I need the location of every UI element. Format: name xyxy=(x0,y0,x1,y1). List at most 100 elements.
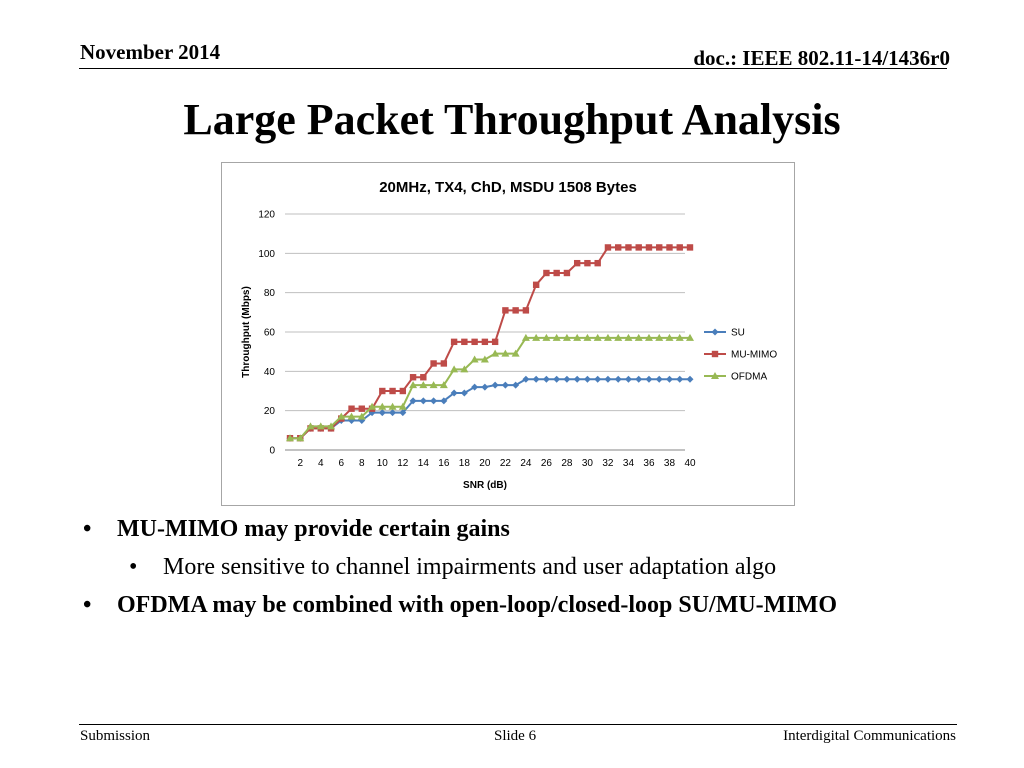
data-point-ofdma xyxy=(573,333,582,341)
data-point-mu-mimo xyxy=(399,387,407,395)
data-point-ofdma xyxy=(686,333,694,341)
y-tick-label: 80 xyxy=(264,288,276,299)
data-point-ofdma xyxy=(583,333,592,341)
y-tick-label: 20 xyxy=(264,406,276,417)
data-point-ofdma xyxy=(603,333,612,341)
data-point-mu-mimo xyxy=(461,338,468,346)
data-point-ofdma xyxy=(419,381,428,389)
data-point-su xyxy=(450,389,458,397)
data-point-su xyxy=(481,383,489,391)
data-point-su xyxy=(389,409,397,417)
x-tick-label: 38 xyxy=(664,458,676,469)
x-tick-label: 36 xyxy=(643,458,655,469)
data-point-su xyxy=(399,409,407,417)
data-point-mu-mimo xyxy=(512,307,519,314)
legend-marker-su xyxy=(711,328,719,336)
series-line-ofdma xyxy=(290,336,690,440)
data-point-ofdma xyxy=(439,381,448,389)
chart-container: 20MHz, TX4, ChD, MSDU 1508 Bytes 0 20 40 60 8… xyxy=(221,162,795,506)
series-line-mu-mimo xyxy=(290,246,690,440)
data-point-su xyxy=(553,375,561,383)
data-point-ofdma xyxy=(327,422,336,430)
data-point-ofdma xyxy=(655,333,664,341)
data-point-su xyxy=(430,397,438,405)
data-point-ofdma xyxy=(532,333,541,341)
data-point-su xyxy=(563,375,571,383)
x-tick-label: 4 xyxy=(318,458,324,469)
data-point-ofdma xyxy=(409,381,418,389)
data-point-mu-mimo xyxy=(656,244,663,251)
x-tick-label: 40 xyxy=(684,458,696,469)
data-point-ofdma xyxy=(316,422,325,430)
bullet-marker: • xyxy=(129,554,138,580)
series-line-su xyxy=(290,378,690,440)
header-rule xyxy=(79,68,947,69)
data-point-ofdma xyxy=(429,381,438,389)
x-tick-label: 16 xyxy=(438,458,450,469)
x-tick-label: 26 xyxy=(541,458,553,469)
bullet-marker: • xyxy=(83,592,92,618)
data-point-mu-mimo xyxy=(522,307,530,314)
x-tick-label: 18 xyxy=(459,458,471,469)
legend-label-mu-mimo: MU-MIMO xyxy=(731,350,777,361)
data-point-ofdma xyxy=(306,422,315,430)
data-point-mu-mimo xyxy=(573,259,581,267)
x-tick-label: 2 xyxy=(297,458,303,469)
data-point-ofdma xyxy=(624,333,633,341)
data-point-su xyxy=(419,397,427,405)
data-point-su xyxy=(645,375,653,383)
x-axis-label: SNR (dB) xyxy=(463,480,507,491)
data-point-su xyxy=(460,389,468,397)
x-tick-label: 22 xyxy=(500,458,512,469)
data-point-su xyxy=(635,375,643,383)
y-tick-label: 100 xyxy=(258,249,275,260)
footer-slide-number: Slide 6 xyxy=(494,728,537,744)
data-point-ofdma xyxy=(296,434,305,442)
data-point-mu-mimo xyxy=(502,307,509,314)
x-tick-label: 14 xyxy=(418,458,430,469)
data-point-mu-mimo xyxy=(471,338,478,346)
data-point-mu-mimo xyxy=(450,338,458,346)
data-point-ofdma xyxy=(665,333,674,341)
data-point-mu-mimo xyxy=(645,244,653,251)
data-point-ofdma xyxy=(675,333,684,341)
data-point-ofdma xyxy=(511,349,520,357)
data-point-su xyxy=(471,383,479,391)
data-point-ofdma xyxy=(614,333,623,341)
data-point-mu-mimo xyxy=(409,374,417,381)
data-point-su xyxy=(501,381,509,389)
footer-submission: Submission xyxy=(80,728,151,744)
data-point-ofdma xyxy=(501,349,510,357)
bullet-text-2: OFDMA may be combined with open-loop/clo… xyxy=(117,592,837,618)
bullet-item-1: • MU-MIMO may provide certain gains xyxy=(83,512,1003,546)
data-point-mu-mimo xyxy=(420,374,427,381)
footer-rule xyxy=(79,724,957,725)
data-point-mu-mimo xyxy=(635,244,642,251)
y-tick-label: 40 xyxy=(264,367,276,378)
data-point-ofdma xyxy=(398,402,407,410)
data-point-mu-mimo xyxy=(615,244,622,251)
y-tick-label: 0 xyxy=(269,446,275,457)
footer-organization: Interdigital Communications xyxy=(783,728,956,744)
header-doc-id: doc.: IEEE 802.11-14/1436r0 xyxy=(693,46,950,70)
data-point-ofdma xyxy=(562,333,571,341)
y-tick-label: 60 xyxy=(264,328,276,339)
slide-title: Large Packet Throughput Analysis xyxy=(183,95,841,144)
data-point-su xyxy=(440,397,448,405)
data-point-su xyxy=(542,375,550,383)
data-point-mu-mimo xyxy=(543,269,550,277)
data-point-mu-mimo xyxy=(625,244,632,251)
data-point-ofdma xyxy=(368,402,377,410)
data-point-su xyxy=(522,375,530,383)
data-point-su xyxy=(512,381,520,389)
legend-label-ofdma: OFDMA xyxy=(731,372,767,383)
legend-label-su: SU xyxy=(731,328,745,339)
data-point-ofdma xyxy=(521,333,530,341)
data-point-mu-mimo xyxy=(686,244,694,251)
data-point-su xyxy=(614,375,622,383)
data-point-su xyxy=(665,375,673,383)
data-point-ofdma xyxy=(388,402,397,410)
x-tick-label: 30 xyxy=(582,458,594,469)
data-point-ofdma xyxy=(644,333,653,341)
data-point-mu-mimo xyxy=(379,387,386,395)
